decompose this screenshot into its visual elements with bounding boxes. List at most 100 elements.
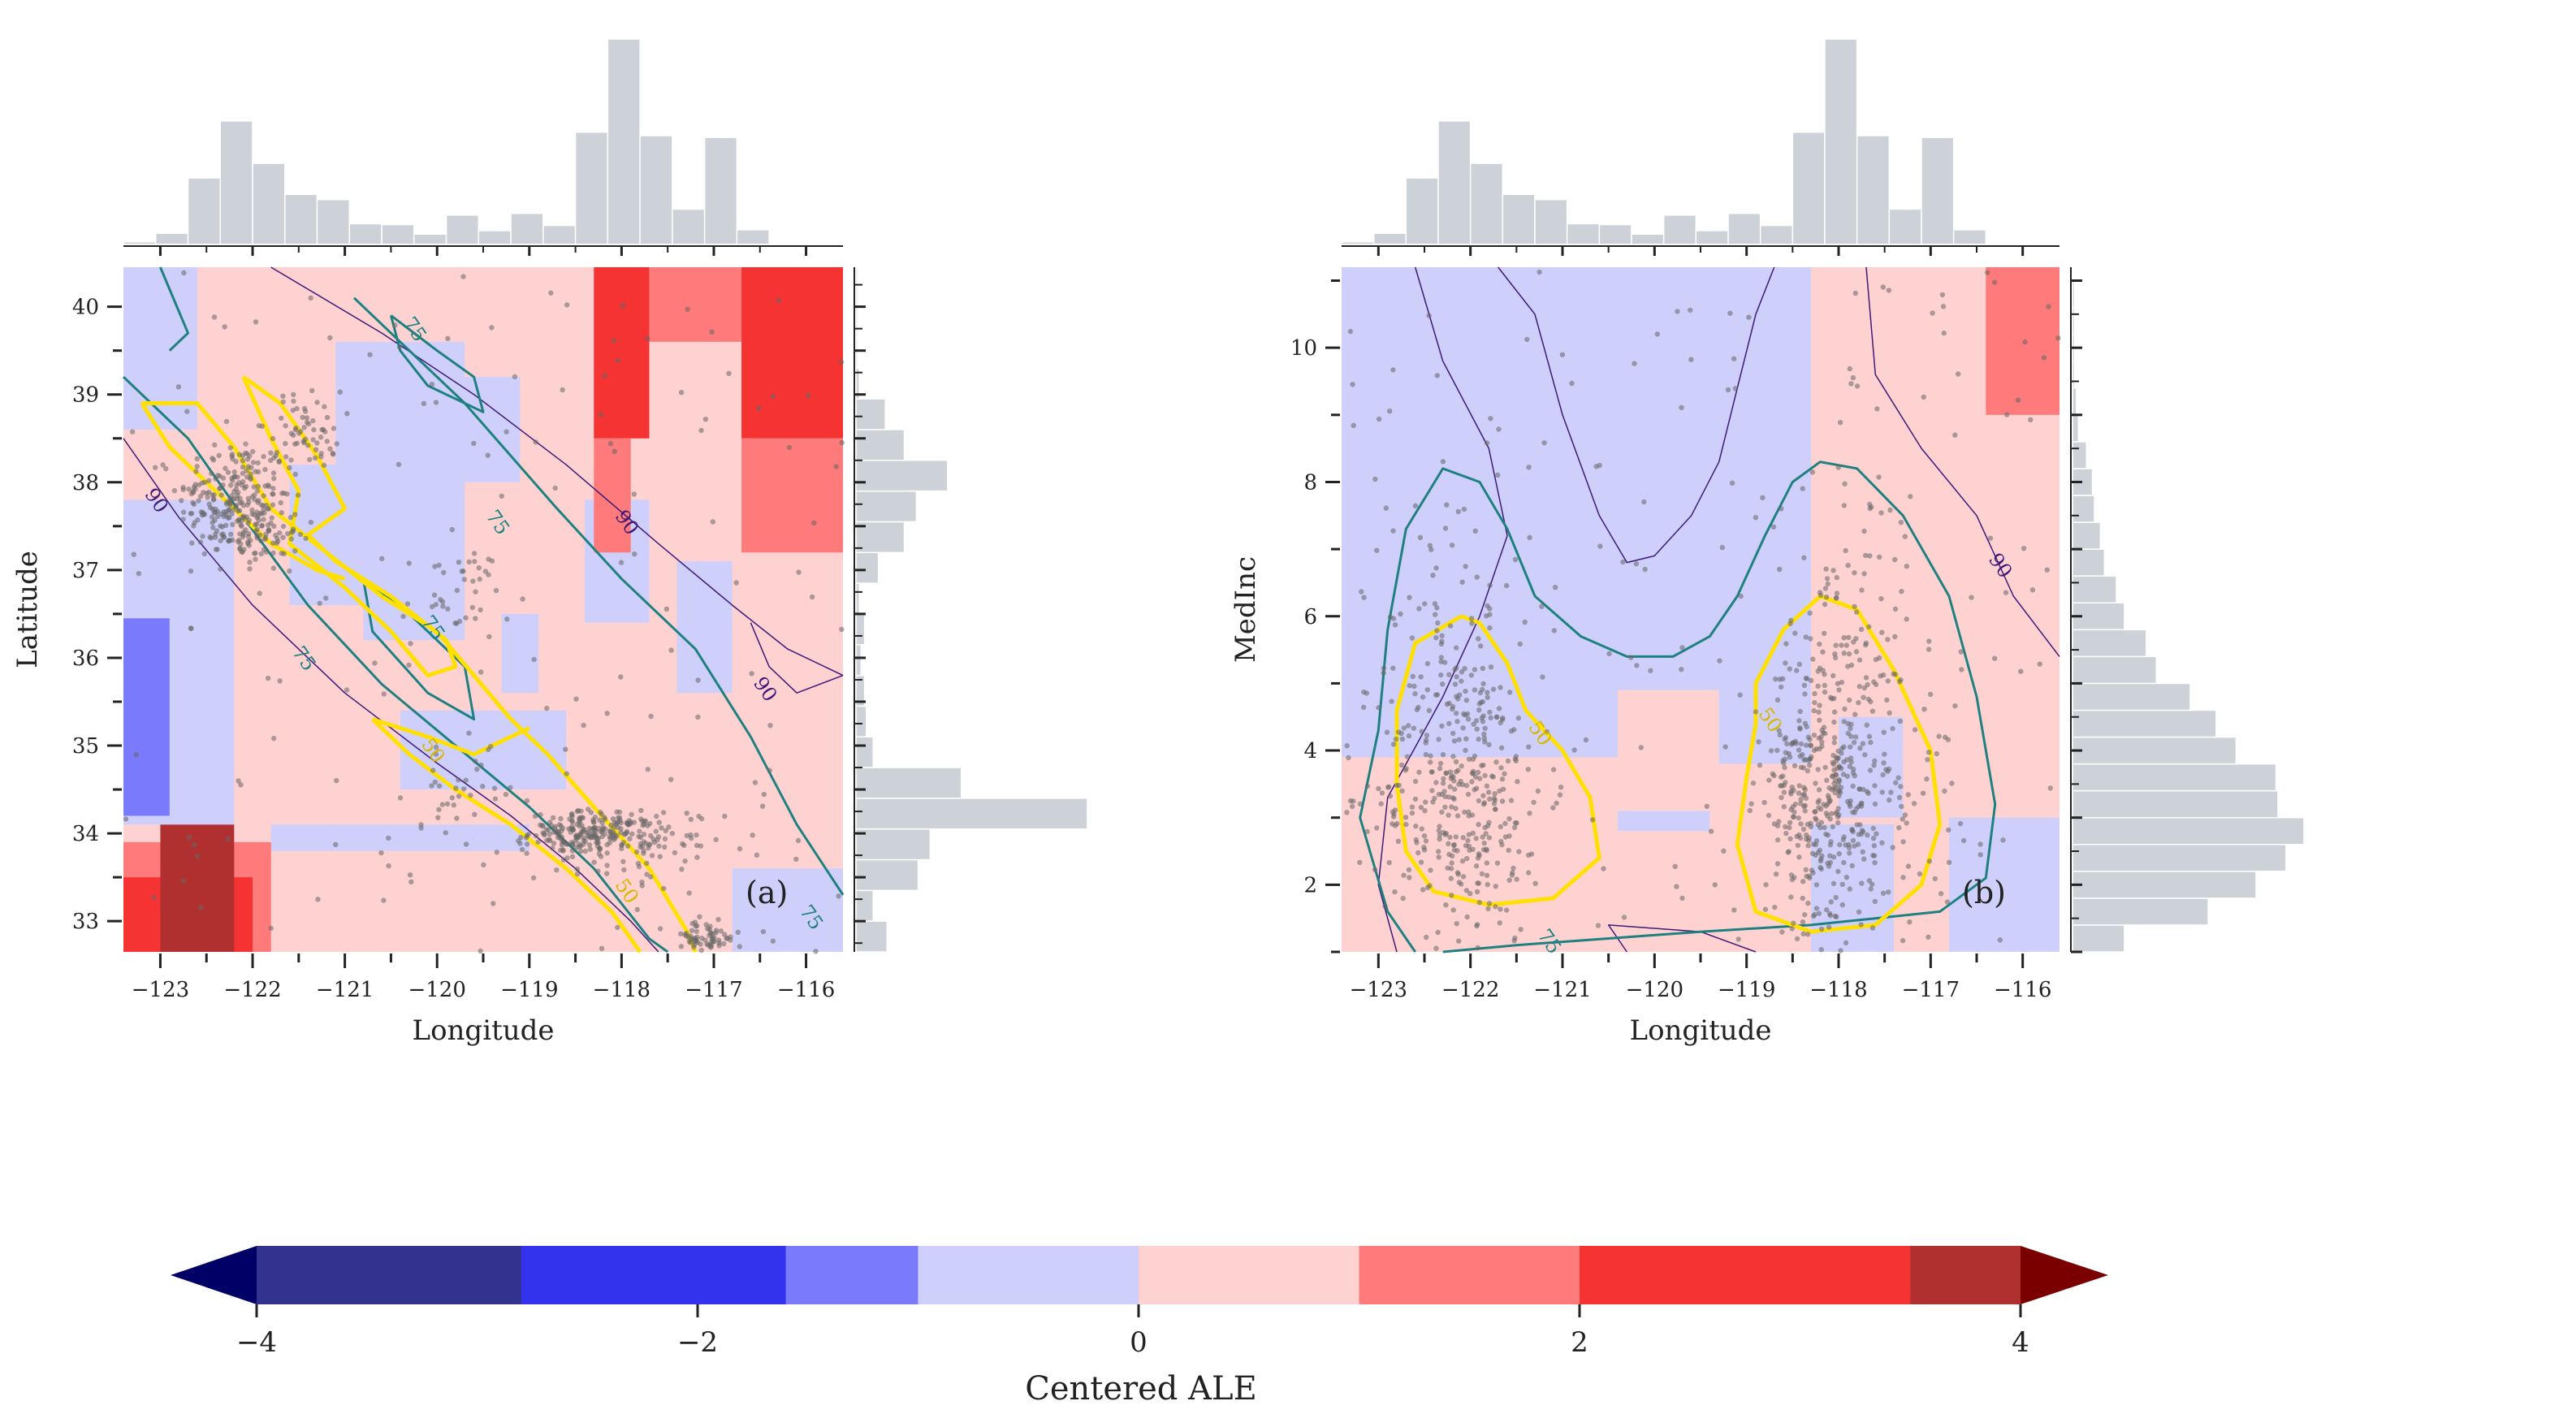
scatter-point — [833, 464, 839, 469]
scatter-point — [1786, 750, 1792, 757]
scatter-point — [1841, 744, 1847, 750]
scatter-point — [520, 596, 525, 602]
scatter-point — [1826, 795, 1832, 801]
scatter-point — [1846, 634, 1852, 641]
scatter-point — [1832, 651, 1838, 657]
contour-50-line — [141, 401, 698, 953]
scatter-point — [1463, 736, 1469, 742]
scatter-point — [195, 517, 201, 523]
scatter-point — [713, 837, 719, 843]
scatter-point — [1447, 769, 1454, 775]
scatter-point — [436, 783, 443, 789]
scatter-point — [1717, 658, 1722, 664]
scatter-point — [1822, 601, 1828, 608]
scatter-point — [709, 329, 715, 335]
scatter-point — [1853, 649, 1860, 655]
scatter-point — [1779, 684, 1784, 690]
scatter-point — [551, 841, 557, 846]
scatter-point — [1789, 740, 1796, 746]
scatter-point — [459, 569, 465, 574]
scatter-point — [1828, 899, 1834, 905]
scatter-point — [2044, 567, 2050, 573]
scatter-point — [1766, 777, 1772, 783]
scatter-point — [1517, 641, 1524, 647]
scatter-point — [1845, 563, 1851, 569]
heatmap-cell — [741, 438, 843, 553]
scatter-point — [1554, 800, 1559, 806]
scatter-point — [1506, 847, 1511, 854]
scatter-point — [407, 872, 413, 878]
scatter-point — [724, 935, 730, 941]
scatter-point — [1866, 733, 1873, 739]
scatter-point — [678, 944, 685, 949]
scatter-point — [639, 880, 645, 885]
scatter-point — [694, 854, 700, 860]
scatter-point — [1443, 770, 1450, 776]
scatter-point — [240, 529, 247, 535]
scatter-point — [699, 936, 705, 941]
scatter-point — [1444, 502, 1450, 508]
contour-50-line — [1735, 594, 1943, 934]
scatter-point — [1896, 825, 1902, 831]
scatter-point — [180, 878, 187, 884]
scatter-point — [313, 447, 319, 452]
scatter-point — [199, 512, 205, 518]
colorbar-tick-label: −2 — [677, 1326, 718, 1359]
scatter-point — [486, 634, 492, 640]
scatter-point — [1475, 945, 1480, 951]
scatter-point — [612, 819, 617, 825]
scatter-point — [599, 945, 605, 952]
scatter-point — [1642, 566, 1648, 573]
scatter-point — [1812, 911, 1817, 918]
scatter-point — [1406, 733, 1412, 739]
scatter-point — [1469, 812, 1476, 818]
scatter-point — [449, 526, 455, 533]
scatter-point — [301, 425, 307, 430]
scatter-point — [218, 492, 224, 498]
scatter-point — [1418, 805, 1424, 811]
colorbar-segment — [1580, 1246, 1911, 1304]
scatter-point — [1867, 553, 1873, 559]
scatter-point — [628, 821, 633, 827]
scatter-point — [1848, 803, 1853, 809]
scatter-point — [1449, 860, 1454, 866]
scatter-point — [1559, 352, 1566, 357]
scatter-point — [1595, 923, 1601, 928]
scatter-point — [277, 530, 283, 536]
scatter-point — [1504, 907, 1510, 913]
scatter-point — [1817, 665, 1822, 671]
scatter-point — [2029, 587, 2036, 593]
scatter-point — [303, 535, 309, 542]
scatter-point — [265, 522, 271, 528]
scatter-point — [463, 777, 469, 783]
scatter-point — [279, 551, 284, 556]
scatter-point — [1787, 666, 1792, 672]
scatter-point — [1487, 582, 1493, 588]
scatter-point — [1892, 556, 1898, 563]
scatter-point — [657, 854, 663, 859]
scatter-point — [1492, 798, 1498, 803]
scatter-point — [274, 449, 279, 456]
scatter-point — [1464, 914, 1470, 920]
scatter-point — [1499, 716, 1506, 723]
panel-b-right-histogram — [2070, 267, 2305, 953]
scatter-point — [533, 832, 539, 839]
scatter-point — [646, 845, 651, 851]
scatter-point — [1831, 740, 1837, 746]
scatter-point — [1797, 725, 1803, 731]
scatter-point — [1403, 768, 1408, 773]
scatter-point — [1401, 872, 1407, 878]
scatter-point — [767, 768, 772, 773]
scatter-point — [1776, 819, 1782, 824]
scatter-point — [480, 784, 486, 789]
scatter-point — [2047, 785, 2053, 791]
scatter-point — [1540, 674, 1545, 680]
scatter-point — [1806, 835, 1812, 841]
scatter-point — [1449, 543, 1455, 548]
scatter-point — [1810, 870, 1816, 876]
scatter-point — [602, 373, 607, 378]
scatter-point — [1454, 694, 1459, 699]
scatter-point — [1871, 763, 1877, 768]
scatter-point — [489, 325, 495, 331]
scatter-point — [237, 546, 243, 551]
